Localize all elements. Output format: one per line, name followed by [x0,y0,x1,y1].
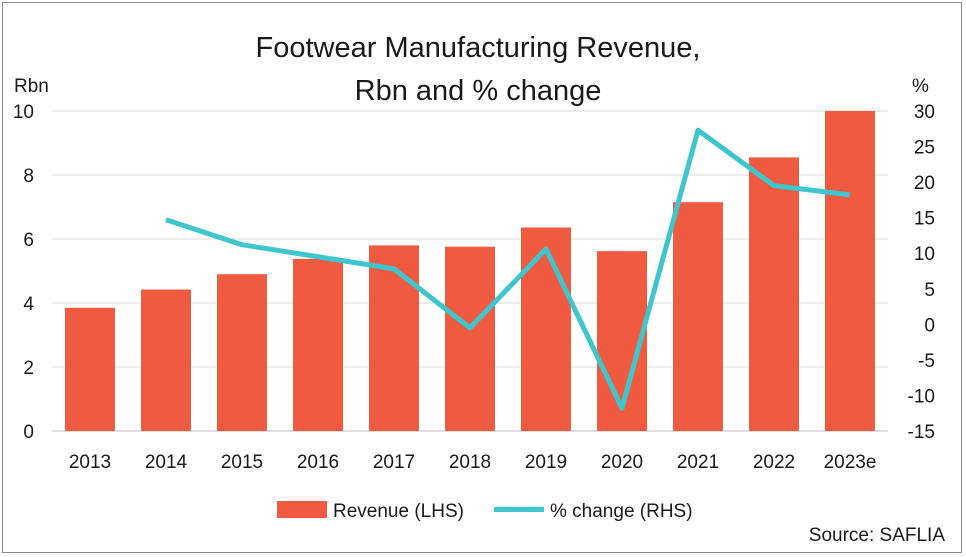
right-axis-ticks: -15 -10 -5 0 5 10 15 20 25 30 [908,102,935,443]
x-axis-tick-label: 2020 [601,452,643,473]
x-axis-tick-label: 2023e [824,452,877,473]
x-axis-tick-label: 2013 [69,452,111,473]
left-axis-tick-label: 6 [23,230,34,251]
x-axis-tick-label: 2022 [753,452,795,473]
chart-title-line-1: Footwear Manufacturing Revenue, [256,32,701,64]
right-axis-tick-label: 15 [914,209,935,230]
x-axis-tick-label: 2021 [677,452,719,473]
right-axis-tick-label: 20 [914,173,935,194]
pct-change-line [165,127,851,411]
right-axis-tick-label: 30 [914,102,935,123]
revenue-bar [673,202,723,431]
left-axis-tick-label: 0 [23,422,34,443]
revenue-bar [521,227,571,431]
x-axis-tick-label: 2017 [373,452,415,473]
right-axis-tick-label: -15 [908,422,935,443]
gridlines [52,110,888,432]
x-axis-ticks: 2013 2014 2015 2016 2017 2018 2019 2020 2021 2022… [69,452,877,473]
legend-revenue-swatch [277,501,327,518]
x-axis-tick-label: 2019 [525,452,567,473]
right-axis-tick-label: -10 [908,386,935,407]
left-axis-tick-label: 4 [23,294,34,315]
legend-pct-change-label: % change (RHS) [550,501,693,522]
right-axis-tick-label: 10 [914,244,935,265]
legend-revenue-label: Revenue (LHS) [333,501,464,522]
revenue-bar [65,307,115,431]
revenue-bar [369,245,419,431]
revenue-bar [825,111,875,431]
source-note: Source: SAFLIA [809,525,946,546]
x-axis-tick-label: 2015 [221,452,263,473]
chart-title-line-2: Rbn and % change [355,75,602,107]
pct-change-line-path [165,127,851,411]
x-axis-tick-label: 2018 [449,452,491,473]
left-axis-tick-label: 10 [13,102,34,123]
revenue-bar [749,157,799,431]
x-axis-tick-label: 2014 [145,452,188,473]
x-axis-tick-label: 2016 [297,452,339,473]
left-axis-tick-label: 8 [23,166,34,187]
revenue-bars [65,111,875,431]
right-axis-tick-label: 0 [924,315,935,336]
right-axis-unit-label: % [912,76,929,97]
left-axis-unit-label: Rbn [14,76,49,97]
revenue-bar [141,289,191,431]
right-axis-tick-label: 25 [914,138,935,159]
left-axis-tick-label: 2 [23,358,34,379]
revenue-bar [217,274,267,431]
right-axis-tick-label: -5 [918,351,935,372]
legend: Revenue (LHS) % change (RHS) [277,501,693,522]
revenue-bar [293,258,343,431]
revenue-bar [445,246,495,431]
right-axis-tick-label: 5 [924,280,935,301]
left-axis-ticks: 0 2 4 6 8 10 [13,102,35,443]
